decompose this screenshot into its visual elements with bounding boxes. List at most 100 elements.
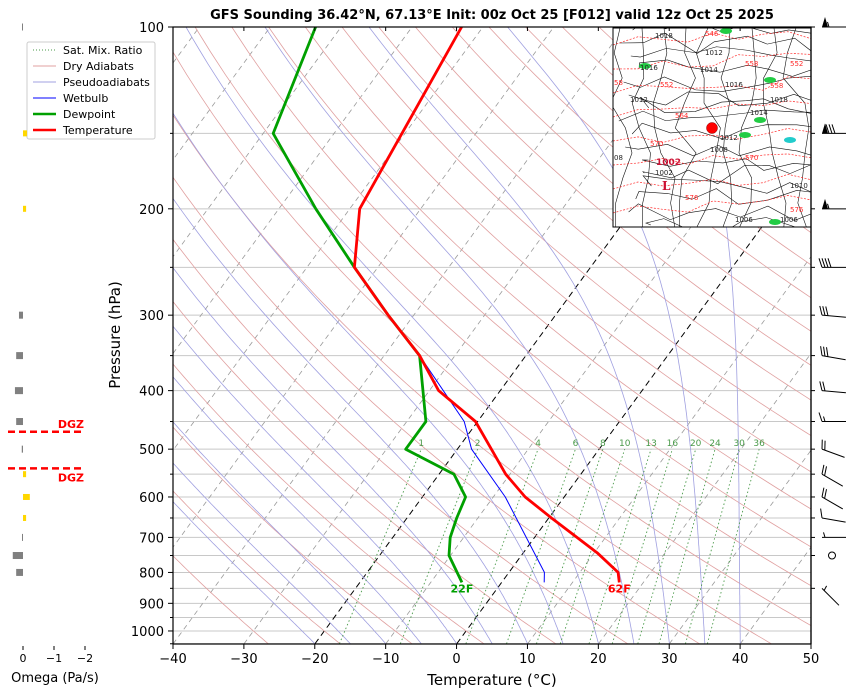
barb-full <box>822 381 826 392</box>
barb-half <box>823 585 828 591</box>
mixing-ratio-line <box>706 449 760 644</box>
wind-barb <box>821 585 840 606</box>
omega-panel: DGZ DGZ 0 −1 −2 <box>8 23 93 665</box>
y-tick-label: 900 <box>139 597 164 612</box>
dry-adiabat <box>304 27 811 473</box>
map-height-contour <box>613 128 811 143</box>
pseudoadiabat <box>185 27 599 644</box>
map-height-label: 570 <box>650 140 663 148</box>
omega-bar <box>12 552 23 560</box>
wind-barb <box>820 508 846 523</box>
map-border <box>782 28 810 227</box>
omega-bar <box>16 352 23 360</box>
mixing-ratio-line <box>637 449 697 644</box>
legend-label: Pseudoadiabats <box>63 76 150 89</box>
wind-barb <box>821 439 845 458</box>
map-isobar <box>619 32 811 54</box>
barb-full <box>818 412 823 422</box>
wind-barb <box>828 551 836 560</box>
map-height-contour <box>613 52 811 70</box>
map-precip <box>754 117 766 123</box>
dry-adiabat <box>488 27 811 299</box>
omega-bar <box>14 387 23 395</box>
mixing-ratio-label: 1 <box>418 439 424 449</box>
mixing-ratio-label: 10 <box>619 439 631 449</box>
y-axis-label: Pressure (hPa) <box>106 281 124 389</box>
map-height-label: 570 <box>745 154 758 162</box>
map-height-contour <box>613 100 811 118</box>
map-isobar-label: 1008 <box>710 146 728 154</box>
pseudoadiabat <box>173 462 351 644</box>
legend-label: Wetbulb <box>63 92 108 105</box>
legend-label: Temperature <box>62 124 133 137</box>
map-isobar <box>631 122 811 140</box>
barb-pennant <box>822 123 828 134</box>
barb-flags <box>823 532 826 538</box>
map-height-label: 552 <box>660 81 673 89</box>
barb-full <box>826 347 829 357</box>
mixing-ratio-line <box>559 449 626 644</box>
surface-temperature-label: 62F <box>608 582 631 595</box>
y-tick-label: 500 <box>139 443 164 458</box>
isotherm <box>598 352 811 644</box>
barb-full <box>821 464 825 475</box>
wind-barb <box>821 464 844 487</box>
barb-full <box>821 439 823 450</box>
map-isobar <box>640 97 811 114</box>
omega-bar <box>16 568 23 576</box>
barb-flags <box>821 487 827 499</box>
mixing-ratio-label: 16 <box>667 439 679 449</box>
barb-full <box>820 346 823 356</box>
map-precip <box>720 28 732 34</box>
map-labels: 1018 1012 1016 1014 1012 1018 1016 1014 1012 1008… <box>614 30 808 224</box>
mixing-ratio-line <box>685 449 740 644</box>
mixing-ratio-label: 30 <box>733 439 745 449</box>
map-isobar-label: 1006 <box>735 216 753 224</box>
barb-staff <box>821 517 846 523</box>
barb-staff <box>821 355 846 361</box>
dry-adiabat <box>173 238 628 644</box>
map-height-label: 546 <box>705 30 719 38</box>
mixing-ratio-line <box>339 448 422 644</box>
map-height-label: 58 <box>614 79 623 87</box>
mixing-ratio-label: 24 <box>709 439 721 449</box>
map-isobar <box>642 158 811 171</box>
omega-tick-label: 0 <box>20 652 27 665</box>
omega-bar <box>16 418 23 426</box>
highlighted-isotherm <box>314 27 767 644</box>
surface-dewpoint-label: 22F <box>451 582 474 595</box>
map-isobar <box>642 164 811 185</box>
wind-barb <box>822 532 846 538</box>
dry-adiabat <box>173 363 485 644</box>
dry-adiabat <box>173 490 341 644</box>
barb-staff <box>821 390 846 394</box>
barb-full <box>825 306 829 316</box>
barb-flags <box>818 412 826 422</box>
map-isobar-label: 1006 <box>780 216 798 224</box>
barb-half <box>823 416 826 422</box>
x-axis-label: Temperature (°C) <box>426 671 556 689</box>
wind-barb <box>819 305 846 318</box>
dry-adiabat <box>268 27 811 510</box>
dry-adiabat <box>415 27 811 366</box>
dry-adiabat <box>173 176 700 644</box>
map-isobar-label: 1016 <box>725 81 743 89</box>
y-tick-label: 600 <box>139 491 164 506</box>
y-tick-label: 300 <box>139 309 164 324</box>
x-tick-label: −40 <box>159 652 186 667</box>
x-tick-label: −30 <box>230 652 257 667</box>
map-height-contour <box>613 153 811 166</box>
map-isobar-label: 1010 <box>790 182 808 190</box>
wind-barb <box>821 487 844 510</box>
y-tick-label: 100 <box>139 21 164 36</box>
map-isobar-label: 1016 <box>640 64 658 72</box>
barb-full <box>823 346 826 357</box>
isotherm <box>810 643 811 644</box>
legend-label: Dry Adiabats <box>63 60 134 73</box>
map-border <box>674 28 697 227</box>
highlighted-isotherm <box>456 158 811 644</box>
mixing-ratio-line <box>399 448 479 644</box>
dry-adiabat <box>231 27 811 548</box>
legend-label: Sat. Mix. Ratio <box>63 44 143 57</box>
pseudoadiabat <box>173 501 316 644</box>
